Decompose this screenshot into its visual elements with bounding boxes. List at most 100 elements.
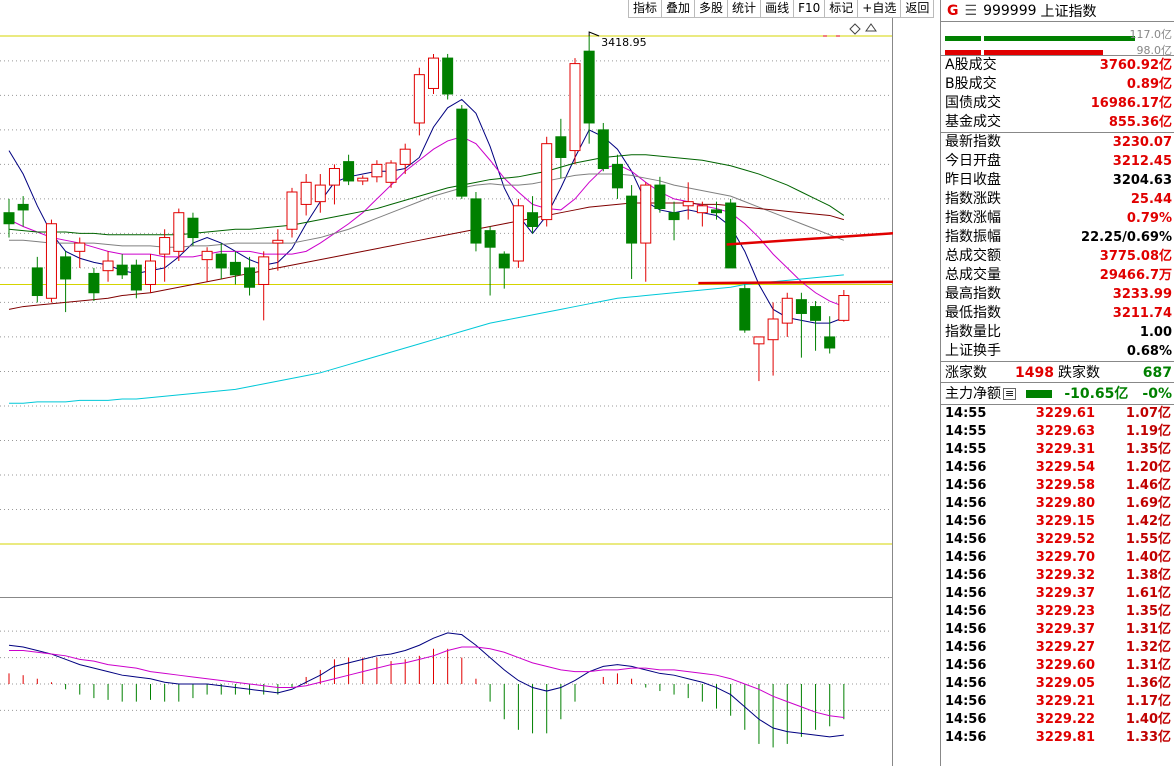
candle-body	[640, 184, 652, 244]
candle-body	[781, 297, 793, 324]
candle-body	[696, 205, 708, 214]
candle-body	[498, 253, 510, 269]
quote-header: G ☰ 999999 上证指数	[941, 0, 1174, 22]
candle-body	[611, 163, 623, 189]
tick-price: 3229.05	[1035, 676, 1095, 691]
stat-label: 总成交额	[945, 248, 1001, 264]
toolbar-button[interactable]: +自选	[858, 0, 902, 17]
tick-amount: 1.40亿	[1125, 712, 1171, 727]
tick-list[interactable]: 14:55 3229.61 1.07亿 14:55 3229.63 1.19亿 14:55 3…	[941, 405, 1174, 747]
toolbar-button[interactable]: 指标	[629, 0, 663, 17]
stat-value: 3230.07	[1112, 135, 1172, 150]
tick-row: 14:56 3229.15 1.42亿	[941, 513, 1174, 531]
candle-body	[527, 212, 539, 227]
stat-label: 最高指数	[945, 286, 1001, 302]
stat-row: 最新指数 3230.07	[941, 133, 1174, 152]
triangle-icon	[865, 23, 877, 32]
tick-time: 14:56	[945, 550, 987, 565]
tick-row: 14:56 3229.52 1.55亿	[941, 531, 1174, 549]
tick-price: 3229.22	[1035, 712, 1095, 727]
tick-row: 14:56 3229.23 1.35亿	[941, 603, 1174, 621]
tick-price: 3229.80	[1035, 496, 1095, 511]
stat-value: 3233.99	[1112, 287, 1172, 302]
toolbar-button[interactable]: 叠加	[662, 0, 696, 17]
stat-row: 最低指数 3211.74	[941, 304, 1174, 323]
tick-row: 14:55 3229.31 1.35亿	[941, 441, 1174, 459]
outflow-bar	[945, 36, 1135, 41]
tick-time: 14:56	[945, 730, 987, 745]
tick-price: 3229.70	[1035, 550, 1095, 565]
toolbar-button[interactable]: 统计	[728, 0, 762, 17]
candle-body	[753, 336, 765, 345]
candle-body	[626, 195, 638, 244]
candle-body	[116, 264, 128, 276]
candle-body	[244, 267, 256, 288]
quote-panel: G ☰ 999999 上证指数 117.0亿 98.0亿 A股成交 3760.92…	[941, 0, 1174, 766]
stat-value: 3760.92亿	[1099, 58, 1172, 73]
tick-amount: 1.07亿	[1125, 406, 1171, 421]
menu-icon[interactable]: ☰	[964, 2, 978, 19]
g-tag[interactable]: G	[947, 2, 959, 19]
stat-row: 指数量比 1.00	[941, 323, 1174, 342]
stat-row: 基金成交 855.36亿	[941, 113, 1174, 132]
toolbar-button[interactable]: F10	[794, 0, 826, 17]
candle-body	[470, 198, 482, 244]
candle-body	[371, 163, 383, 178]
candlestick-chart[interactable]: 3050307531003125315031753200322532503275…	[0, 18, 893, 598]
stat-value: 0.79%	[1126, 211, 1172, 226]
tick-amount: 1.17亿	[1125, 694, 1171, 709]
stat-label: 最低指数	[945, 305, 1001, 321]
stat-value: 3212.45	[1112, 154, 1172, 169]
candle-body	[555, 136, 567, 158]
tick-price: 3229.52	[1035, 532, 1095, 547]
toolbar-button[interactable]: 画线	[761, 0, 795, 17]
macd-chart[interactable]: 30.0015.000.00-15.00	[0, 598, 893, 766]
down-count: 687	[1142, 365, 1172, 381]
tick-price: 3229.37	[1035, 586, 1095, 601]
candle-body	[399, 148, 411, 165]
tick-row: 14:55 3229.61 1.07亿	[941, 405, 1174, 423]
list-icon[interactable]: ≡	[1003, 386, 1017, 400]
candle-body	[512, 205, 524, 262]
tick-time: 14:56	[945, 532, 987, 547]
inflow-bar	[945, 50, 1103, 55]
stat-row: 指数振幅 22.25/0.69%	[941, 228, 1174, 247]
toolbar-button[interactable]: 返回	[901, 0, 935, 17]
tick-row: 14:56 3229.37 1.61亿	[941, 585, 1174, 603]
stat-row: 国债成交 16986.17亿	[941, 94, 1174, 113]
candle-body	[145, 260, 156, 285]
tick-time: 14:56	[945, 658, 987, 673]
tick-price: 3229.58	[1035, 478, 1095, 493]
tick-amount: 1.46亿	[1125, 478, 1171, 493]
flow-indicator	[1026, 389, 1053, 398]
candle-body	[838, 295, 850, 321]
tick-amount: 1.61亿	[1125, 586, 1171, 601]
candle-body	[130, 264, 142, 291]
stat-value: 855.36亿	[1108, 115, 1172, 130]
tick-price: 3229.54	[1035, 460, 1095, 475]
inflow-value: 98.0亿	[1136, 44, 1173, 57]
stat-label: 昨日收盘	[945, 172, 1001, 188]
candle-body	[314, 184, 326, 203]
tick-amount: 1.40亿	[1125, 550, 1171, 565]
tick-amount: 1.55亿	[1125, 532, 1171, 547]
candle-body	[229, 261, 241, 276]
tick-time: 14:55	[945, 406, 987, 421]
stat-label: 指数量比	[945, 324, 1001, 340]
candle-body	[795, 299, 807, 314]
candle-body	[442, 57, 454, 95]
up-count-label: 涨家数	[945, 365, 987, 381]
candle-body	[343, 161, 355, 182]
toolbar-button[interactable]: 多股	[695, 0, 729, 17]
candle-body	[357, 177, 369, 182]
outflow-value: 117.0亿	[1129, 28, 1173, 41]
toolbar-button[interactable]: 标记	[825, 0, 859, 17]
tick-time: 14:56	[945, 496, 987, 511]
stat-label: 基金成交	[945, 114, 1001, 130]
candle-body	[300, 181, 312, 205]
tick-amount: 1.35亿	[1125, 442, 1171, 457]
tick-time: 14:56	[945, 640, 987, 655]
tick-amount: 1.35亿	[1125, 604, 1171, 619]
tick-row: 14:56 3229.54 1.20亿	[941, 459, 1174, 477]
stat-label: 总成交量	[945, 267, 1001, 283]
